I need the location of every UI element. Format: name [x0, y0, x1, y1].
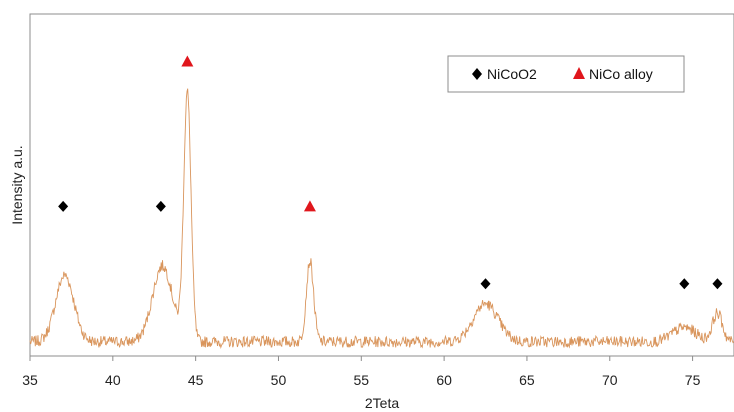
xrd-pattern-line: [29, 88, 734, 349]
marker-layer: [58, 55, 723, 290]
x-tick-label: 50: [271, 372, 287, 388]
legend-entry-nico-alloy: NiCo alloy: [589, 66, 653, 82]
x-tick-label: 65: [519, 372, 535, 388]
x-tick-label: 55: [354, 372, 370, 388]
x-axis-ticks: 35 40 45 50 55 60 65 70 75: [22, 356, 701, 388]
y-axis-label: Intensity a.u.: [9, 145, 25, 224]
x-tick-label: 70: [602, 372, 618, 388]
series-layer: [29, 88, 734, 349]
nicoo2-marker: [58, 200, 69, 212]
legend-diamond-icon: [472, 68, 482, 80]
legend-triangle-icon: [573, 67, 585, 79]
nico-alloy-marker: [181, 55, 194, 67]
nicoo2-marker: [155, 200, 166, 212]
nico-alloy-marker: [303, 200, 316, 212]
x-tick-label: 60: [436, 372, 452, 388]
x-tick-label: 45: [188, 372, 204, 388]
x-tick-label: 40: [105, 372, 121, 388]
legend-entry-nicoo2: NiCoO2: [487, 66, 537, 82]
x-axis-label: 2Teta: [365, 395, 399, 411]
legend: NiCoO2 NiCo alloy: [447, 55, 685, 93]
x-tick-label: 35: [22, 372, 38, 388]
nicoo2-marker: [679, 278, 690, 290]
legend-box: [447, 55, 685, 93]
nicoo2-marker: [480, 278, 491, 290]
x-tick-label: 75: [685, 372, 701, 388]
nicoo2-marker: [712, 278, 723, 290]
